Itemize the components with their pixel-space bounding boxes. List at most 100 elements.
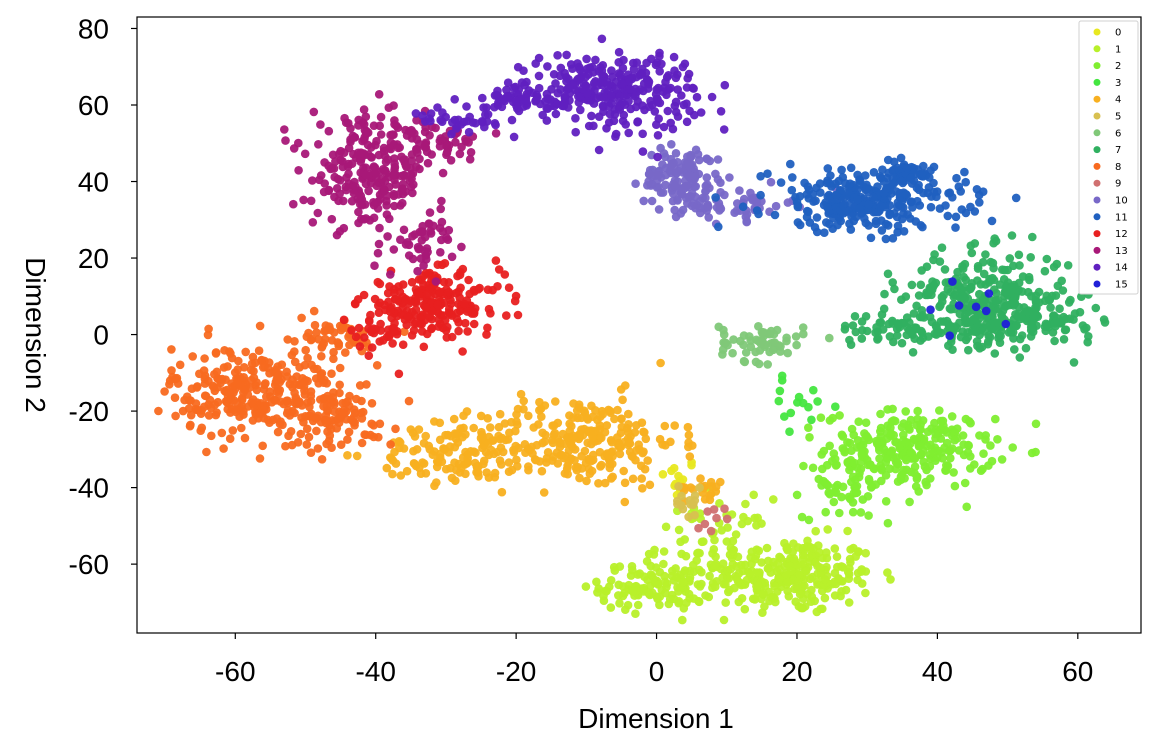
data-point	[389, 189, 399, 199]
y-tick-label: 80	[78, 13, 109, 44]
data-point	[523, 444, 533, 454]
data-point	[1100, 318, 1110, 327]
data-point	[888, 234, 898, 243]
data-point	[549, 452, 558, 462]
data-point	[829, 497, 839, 507]
data-point	[803, 182, 813, 191]
data-point	[503, 78, 513, 87]
data-point	[528, 88, 537, 98]
data-point	[624, 409, 633, 419]
data-point	[940, 265, 950, 274]
data-point	[685, 496, 695, 505]
data-point	[861, 218, 871, 228]
data-point	[883, 405, 892, 414]
data-point	[682, 117, 692, 127]
data-point	[302, 424, 312, 434]
data-point	[991, 414, 1000, 424]
data-point	[538, 110, 547, 120]
data-point	[1041, 319, 1051, 329]
data-point	[882, 183, 891, 193]
data-point	[653, 152, 662, 162]
x-tick-label: -60	[215, 656, 255, 687]
data-point	[945, 331, 954, 341]
data-point	[294, 138, 303, 148]
data-point	[718, 559, 728, 568]
data-point	[948, 277, 957, 286]
data-point	[1012, 320, 1021, 330]
data-point	[357, 438, 367, 448]
data-point	[569, 399, 578, 408]
data-point	[776, 178, 786, 187]
data-point	[838, 444, 848, 453]
data-point	[824, 207, 834, 217]
data-point	[711, 169, 720, 179]
data-point	[605, 463, 615, 473]
x-tick-label: 0	[649, 656, 665, 687]
data-point	[217, 428, 227, 438]
data-point	[837, 165, 846, 175]
data-point	[787, 185, 797, 195]
data-point	[886, 575, 895, 584]
data-point	[333, 174, 343, 184]
data-point	[758, 608, 767, 617]
data-point	[713, 155, 723, 164]
data-point	[701, 186, 711, 196]
data-point	[171, 411, 180, 421]
data-point	[483, 439, 493, 448]
data-point	[427, 324, 436, 334]
data-point	[458, 432, 467, 442]
data-point	[780, 412, 789, 421]
data-point	[380, 185, 389, 195]
data-point	[1075, 307, 1085, 317]
legend-marker	[1093, 246, 1101, 254]
data-point	[386, 453, 395, 462]
data-point	[456, 424, 465, 433]
data-point	[483, 285, 493, 295]
data-point	[822, 218, 831, 227]
data-point	[987, 216, 997, 226]
data-point	[972, 337, 982, 346]
data-point	[457, 463, 466, 473]
data-point	[299, 378, 308, 387]
data-point	[973, 264, 983, 273]
data-point	[791, 193, 800, 202]
data-point	[848, 472, 858, 482]
data-point	[430, 417, 439, 426]
data-point	[899, 419, 908, 428]
data-point	[881, 457, 891, 467]
data-point	[864, 511, 873, 520]
data-point	[475, 283, 484, 293]
data-point	[967, 248, 977, 258]
data-point	[676, 209, 686, 218]
data-point	[831, 190, 841, 200]
data-point	[410, 230, 420, 239]
data-point	[619, 466, 628, 476]
data-point	[695, 196, 705, 206]
data-point	[695, 203, 705, 213]
data-point	[474, 462, 483, 471]
data-point	[398, 198, 407, 208]
data-point	[435, 142, 445, 151]
data-point	[759, 589, 768, 598]
data-point	[167, 366, 176, 375]
data-point	[233, 378, 242, 388]
data-point	[411, 109, 421, 118]
data-point	[813, 397, 822, 406]
data-point	[412, 145, 422, 154]
data-point	[578, 84, 587, 94]
data-point	[784, 592, 794, 601]
data-point	[634, 440, 643, 450]
data-point	[993, 435, 1002, 444]
data-point	[369, 432, 379, 442]
data-point	[792, 490, 802, 500]
data-point	[907, 280, 917, 290]
data-point	[775, 386, 785, 396]
data-point	[872, 323, 881, 332]
data-point	[763, 564, 773, 573]
data-point	[495, 409, 505, 419]
data-point	[628, 474, 638, 484]
data-point	[556, 451, 565, 460]
legend-marker	[1093, 196, 1101, 204]
data-point	[670, 181, 679, 191]
data-point	[434, 322, 443, 331]
